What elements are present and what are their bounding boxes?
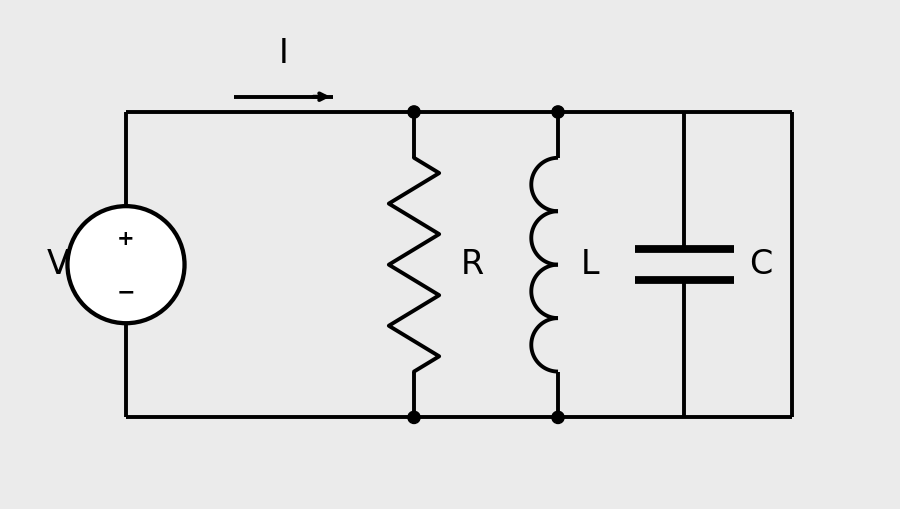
Text: −: −	[117, 282, 135, 303]
Text: +: +	[117, 229, 135, 249]
Ellipse shape	[408, 411, 420, 423]
Text: I: I	[279, 37, 288, 70]
Text: R: R	[461, 248, 484, 281]
Ellipse shape	[408, 106, 420, 118]
Ellipse shape	[552, 106, 564, 118]
Text: C: C	[749, 248, 772, 281]
Text: L: L	[580, 248, 598, 281]
Ellipse shape	[552, 411, 564, 423]
Ellipse shape	[68, 206, 184, 323]
Text: V: V	[47, 248, 70, 281]
